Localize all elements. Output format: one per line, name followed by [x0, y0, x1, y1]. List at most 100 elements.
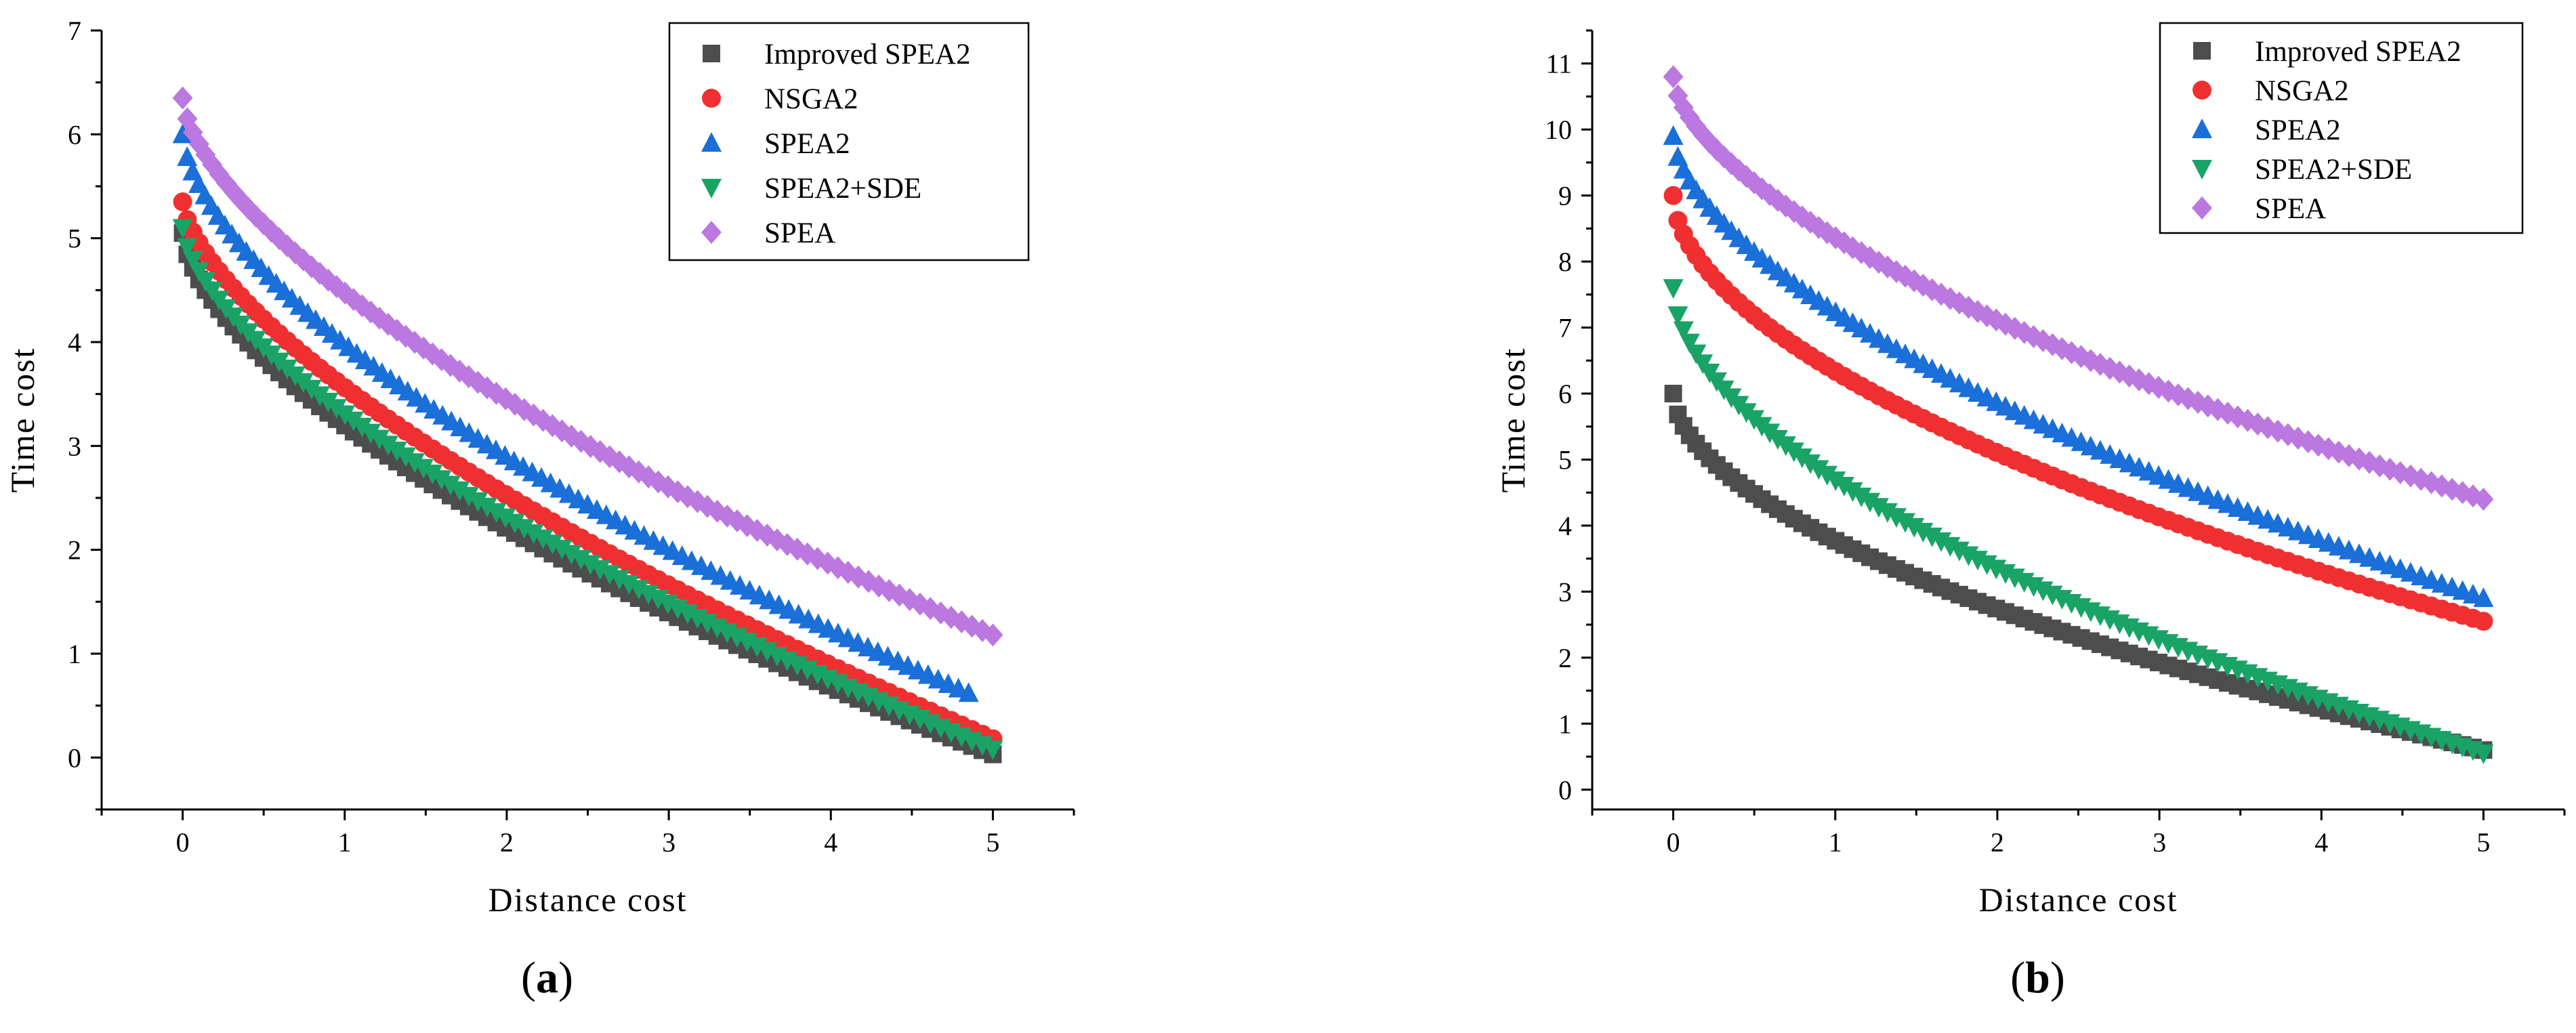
data-point — [1663, 279, 1684, 299]
data-point — [377, 436, 398, 456]
data-point — [1833, 477, 1854, 497]
data-point — [360, 423, 381, 444]
data-point — [172, 123, 193, 144]
data-point — [552, 539, 573, 560]
x-tick-label: 2 — [1991, 827, 2004, 858]
data-point — [609, 570, 630, 590]
legend-marker — [702, 89, 721, 108]
y-tick-label: 8 — [1558, 247, 1572, 277]
data-point — [1886, 508, 1907, 528]
data-point — [352, 417, 373, 438]
data-point — [369, 429, 390, 450]
legend-marker — [2193, 81, 2211, 100]
y-tick-label: 1 — [68, 639, 81, 669]
legend-marker — [701, 132, 722, 152]
y-tick-label: 3 — [1558, 576, 1572, 607]
series-spea2 — [1663, 125, 2494, 608]
y-tick-label: 3 — [68, 431, 81, 461]
legend-marker — [701, 221, 722, 244]
series-spea — [1663, 65, 2494, 511]
x-tick-label: 0 — [1667, 827, 1680, 858]
data-point — [958, 682, 979, 702]
data-point — [177, 238, 198, 258]
y-tick-label: 6 — [68, 119, 81, 150]
data-point — [343, 411, 364, 431]
y-tick-label: 0 — [1558, 775, 1572, 805]
legend-entry: SPEA — [764, 217, 835, 249]
data-point — [172, 86, 193, 110]
series-nsga2 — [173, 192, 1003, 749]
y-tick-label: 5 — [1558, 444, 1572, 475]
data-point — [1673, 321, 1694, 341]
x-tick-label: 1 — [338, 827, 352, 858]
data-point — [182, 251, 203, 271]
x-tick-label: 4 — [2314, 827, 2328, 858]
data-point — [468, 492, 489, 512]
legend-box — [668, 22, 1030, 261]
data-point — [542, 534, 563, 555]
x-axis-title: Distance cost — [489, 881, 688, 919]
legend-entry: SPEA2 — [2255, 114, 2341, 146]
data-point — [1825, 471, 1846, 491]
series-spea2 — [172, 123, 979, 702]
data-point — [404, 453, 425, 473]
x-tick-label: 2 — [500, 827, 514, 858]
data-point — [1868, 498, 1889, 518]
data-point — [173, 192, 192, 211]
data-point — [1808, 460, 1829, 480]
data-point — [505, 513, 526, 534]
legend-entry: SPEA — [2255, 193, 2326, 225]
x-tick-label: 3 — [2153, 827, 2166, 858]
legend-marker — [701, 179, 722, 198]
data-point — [982, 623, 1003, 647]
data-point — [982, 740, 1003, 761]
y-tick-label: 5 — [68, 224, 81, 254]
series-spea — [172, 86, 1003, 647]
series-spea2-sde — [172, 219, 1003, 761]
data-point — [458, 486, 479, 507]
data-point — [1679, 333, 1700, 354]
data-point — [1877, 503, 1898, 523]
data-point — [1816, 465, 1837, 486]
data-point — [188, 261, 209, 282]
data-point — [589, 560, 610, 580]
data-point — [1783, 442, 1804, 463]
legend-entry: SPEA2+SDE — [2255, 154, 2412, 186]
legend: Improved SPEA2 NSGA2 SPEA2 SPEA2+SDE SPEA — [2159, 22, 2524, 234]
data-point — [1860, 492, 1881, 513]
x-axis-title: Distance cost — [1979, 881, 2178, 919]
chart-panel-b: 0 1 2 3 4 5 0 1 2 3 4 5 6 7 8 9 10 11 Distance cost Time co… — [1494, 22, 2566, 1003]
panel-label: (b) — [2010, 953, 2065, 1003]
data-point — [413, 459, 434, 479]
y-tick-label: 2 — [68, 535, 81, 566]
legend-entry: Improved SPEA2 — [764, 39, 971, 70]
legend-entry: SPEA2 — [764, 128, 850, 160]
data-point — [431, 470, 452, 490]
data-point — [1791, 448, 1812, 469]
y-tick-label: 7 — [68, 16, 81, 46]
y-tick-label: 0 — [68, 742, 81, 773]
data-point — [1664, 385, 1682, 403]
legend-marker — [703, 45, 720, 62]
y-tick-label: 9 — [1558, 181, 1572, 211]
y-tick-label: 7 — [1558, 313, 1572, 343]
legend-entry: SPEA2+SDE — [764, 173, 921, 205]
data-point — [599, 565, 620, 585]
data-point — [523, 524, 544, 544]
legend-entry: Improved SPEA2 — [2255, 36, 2461, 68]
x-tick-label: 3 — [662, 827, 676, 858]
series-spea2-sde — [1663, 279, 2494, 765]
x-tick-label: 0 — [176, 827, 190, 858]
data-point — [172, 219, 193, 239]
data-point — [1663, 186, 1683, 205]
data-point — [2474, 612, 2493, 631]
data-point — [2473, 587, 2494, 608]
data-point — [440, 476, 461, 496]
y-axis-title: Time cost — [3, 347, 41, 493]
data-point — [2473, 744, 2494, 765]
data-point — [1686, 344, 1707, 364]
x-tick-label: 5 — [986, 827, 999, 858]
data-point — [422, 464, 443, 484]
data-point — [514, 519, 535, 539]
